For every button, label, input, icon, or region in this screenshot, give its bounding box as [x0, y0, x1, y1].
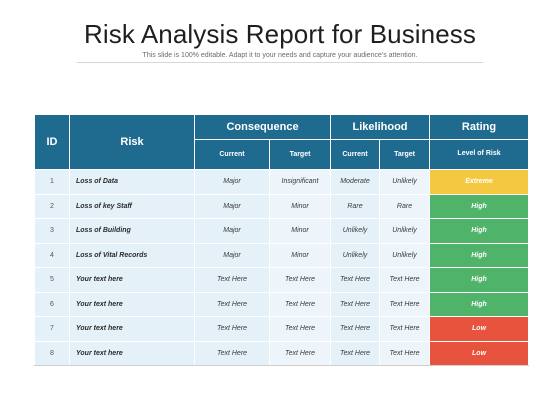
table-body: 1 Loss of Data Major Insignificant Moderate U… [34, 169, 530, 366]
row-likelihood-current: Text Here [330, 291, 381, 317]
row-likelihood-target: Text Here [379, 340, 431, 366]
row-likelihood-current: Moderate [330, 169, 381, 195]
table-row: 1 Loss of Data Major Insignificant Moderate U… [34, 169, 530, 195]
header-likelihood: Likelihood [330, 114, 431, 140]
header-rating: Rating [429, 114, 530, 140]
row-id: 1 [34, 169, 70, 195]
header-consequence: Consequence [193, 114, 332, 140]
row-likelihood-target: Rare [379, 193, 431, 219]
table-row: 5 Your text here Text Here Text Here Text He… [34, 267, 530, 293]
row-consequence-current: Major [194, 218, 270, 244]
row-rating-badge: Extreme [429, 169, 530, 195]
row-consequence-current: Text Here [194, 340, 270, 366]
row-consequence-current: Major [194, 193, 270, 219]
row-consequence-target: Minor [268, 242, 332, 268]
row-consequence-target: Minor [268, 218, 332, 244]
row-consequence-target: Insignificant [268, 169, 332, 195]
row-id: 3 [34, 218, 70, 244]
row-consequence-current: Text Here [194, 267, 270, 293]
header-consequence-target: Target [268, 139, 332, 170]
row-consequence-target: Text Here [268, 267, 332, 293]
row-likelihood-target: Unlikely [379, 169, 431, 195]
risk-analysis-table: ID Risk Consequence Likelihood Rating Cu… [34, 114, 530, 366]
row-likelihood-current: Text Here [330, 316, 381, 342]
table-row: 6 Your text here Text Here Text Here Text He… [34, 291, 530, 317]
row-likelihood-target: Unlikely [379, 242, 431, 268]
row-consequence-target: Text Here [268, 316, 332, 342]
row-likelihood-target: Unlikely [379, 218, 431, 244]
header-likelihood-current: Current [330, 139, 381, 170]
table-row: 2 Loss of key Staff Major Minor Rare Rare High [34, 193, 530, 219]
row-rating-badge: High [429, 291, 530, 317]
header-id: ID [34, 114, 70, 170]
row-consequence-current: Major [194, 242, 270, 268]
row-likelihood-target: Text Here [379, 291, 431, 317]
row-id: 4 [34, 242, 70, 268]
row-rating-badge: High [429, 267, 530, 293]
row-likelihood-current: Rare [330, 193, 381, 219]
row-rating-badge: High [429, 242, 530, 268]
row-rating-badge: Low [429, 316, 530, 342]
row-likelihood-current: Text Here [330, 340, 381, 366]
row-risk: Loss of Building [69, 218, 195, 244]
header-level-of-risk: Level of Risk [429, 139, 530, 170]
table-row: 8 Your text here Text Here Text Here Text He… [34, 340, 530, 366]
row-rating-badge: High [429, 193, 530, 219]
header-risk: Risk [69, 114, 195, 170]
row-risk: Loss of Data [69, 169, 195, 195]
row-id: 5 [34, 267, 70, 293]
row-risk: Loss of key Staff [69, 193, 195, 219]
row-rating-badge: High [429, 218, 530, 244]
row-id: 2 [34, 193, 70, 219]
row-consequence-current: Text Here [194, 316, 270, 342]
row-consequence-current: Major [194, 169, 270, 195]
row-likelihood-target: Text Here [379, 316, 431, 342]
row-id: 6 [34, 291, 70, 317]
row-risk: Your text here [69, 340, 195, 366]
row-consequence-current: Text Here [194, 291, 270, 317]
header-consequence-current: Current [194, 139, 270, 170]
slide-subtitle: This slide is 100% editable. Adapt it to… [142, 52, 418, 59]
row-likelihood-current: Unlikely [330, 242, 381, 268]
row-likelihood-current: Unlikely [330, 218, 381, 244]
row-risk: Your text here [69, 291, 195, 317]
table-row: 7 Your text here Text Here Text Here Text He… [34, 316, 530, 342]
row-id: 7 [34, 316, 70, 342]
row-id: 8 [34, 340, 70, 366]
row-consequence-target: Minor [268, 193, 332, 219]
header-likelihood-target: Target [379, 139, 431, 170]
table-row: 3 Loss of Building Major Minor Unlikely Unlik… [34, 218, 530, 244]
title-divider [77, 62, 483, 63]
row-risk: Loss of Vital Records [69, 242, 195, 268]
row-risk: Your text here [69, 267, 195, 293]
row-risk: Your text here [69, 316, 195, 342]
row-consequence-target: Text Here [268, 340, 332, 366]
table-row: 4 Loss of Vital Records Major Minor Unlikely… [34, 242, 530, 268]
slide-title: Risk Analysis Report for Business [83, 19, 476, 49]
row-likelihood-current: Text Here [330, 267, 381, 293]
row-rating-badge: Low [429, 340, 530, 366]
row-consequence-target: Text Here [268, 291, 332, 317]
row-likelihood-target: Text Here [379, 267, 431, 293]
